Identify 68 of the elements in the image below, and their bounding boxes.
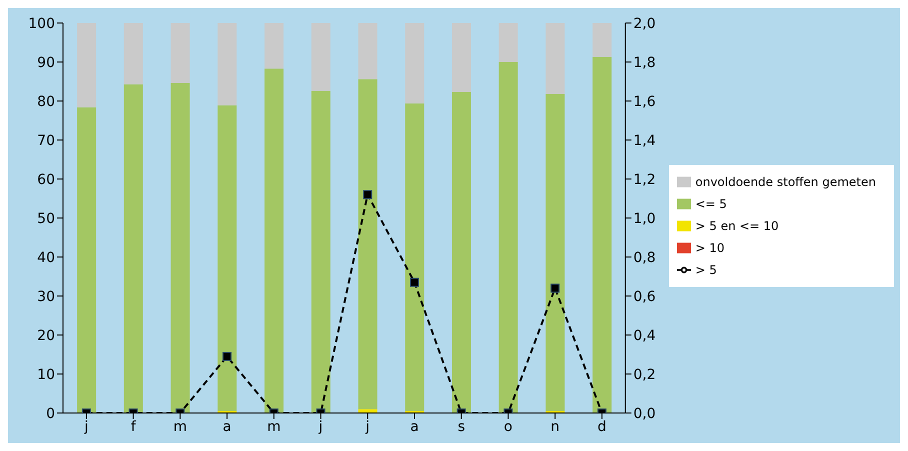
bar (77, 107, 96, 413)
bar (592, 56, 612, 413)
y2-tick-label: 0,8 (633, 250, 656, 266)
x-tick-label: j (83, 418, 88, 435)
y-tick-label: 90 (37, 54, 55, 71)
bar (358, 79, 378, 410)
bar (264, 68, 284, 413)
bar (311, 90, 330, 413)
bar (124, 84, 143, 413)
y-tick-label: 50 (37, 210, 55, 227)
x-tick-label: n (550, 418, 560, 435)
bar (498, 23, 518, 62)
bar (124, 23, 143, 84)
bar (170, 83, 190, 413)
legend-label: > 10 (695, 240, 725, 254)
y-tick-label: 100 (28, 16, 55, 32)
point (363, 190, 372, 200)
y2-tick-label: 0,0 (633, 406, 656, 422)
bar (498, 62, 518, 413)
y-tick-label: 70 (37, 132, 55, 149)
bar (311, 23, 330, 91)
x-tick-label: m (173, 418, 187, 435)
point (550, 284, 560, 293)
bar (452, 92, 471, 413)
point (222, 352, 232, 361)
y-tick-label: 40 (37, 250, 55, 266)
y2-tick-label: 1,2 (633, 172, 656, 188)
x-tick-label: f (130, 418, 137, 435)
y2-tick-label: 1,8 (633, 54, 656, 71)
bar (546, 94, 565, 412)
x-tick-label: a (410, 418, 419, 435)
bar (546, 23, 565, 94)
y-tick-label: 80 (37, 94, 55, 110)
point (410, 278, 419, 287)
x-tick-label: m (267, 418, 281, 435)
x-tick-label: j (318, 418, 323, 435)
y2-tick-label: 1,6 (633, 94, 656, 110)
y2-tick-label: 1,0 (633, 210, 656, 227)
x-tick-label: a (222, 418, 232, 435)
bar (592, 23, 612, 57)
y2-tick-label: 0,6 (633, 288, 656, 305)
bar (77, 23, 96, 108)
y-tick-label: 30 (37, 288, 55, 305)
legend-label: > 5 en <= 10 (695, 218, 779, 232)
bar (264, 23, 284, 69)
x-tick-label: d (597, 418, 606, 435)
x-tick-label: o (504, 418, 513, 435)
y-tick-label: 60 (37, 172, 55, 188)
x-tick-label: j (364, 418, 370, 435)
bar (452, 23, 471, 92)
legend-label: <= 5 (695, 196, 727, 210)
y2-tick-label: 0,2 (633, 366, 656, 383)
bar (218, 23, 237, 106)
y-tick-label: 10 (37, 366, 55, 383)
y-tick-label: 20 (37, 328, 55, 344)
x-tick-label: s (458, 418, 465, 435)
y2-tick-label: 1,4 (633, 132, 656, 149)
legend-label: > 5 (695, 262, 717, 276)
y-tick-label: 0 (46, 406, 55, 422)
bar (170, 23, 190, 84)
bar (358, 409, 378, 413)
legend-label: onvoldoende stoffen gemeten (695, 174, 876, 188)
bar (358, 23, 378, 80)
bar (405, 103, 424, 412)
bar (405, 23, 424, 104)
y2-tick-label: 0,4 (633, 328, 656, 344)
bar (218, 105, 237, 412)
y2-tick-label: 2,0 (633, 16, 656, 32)
